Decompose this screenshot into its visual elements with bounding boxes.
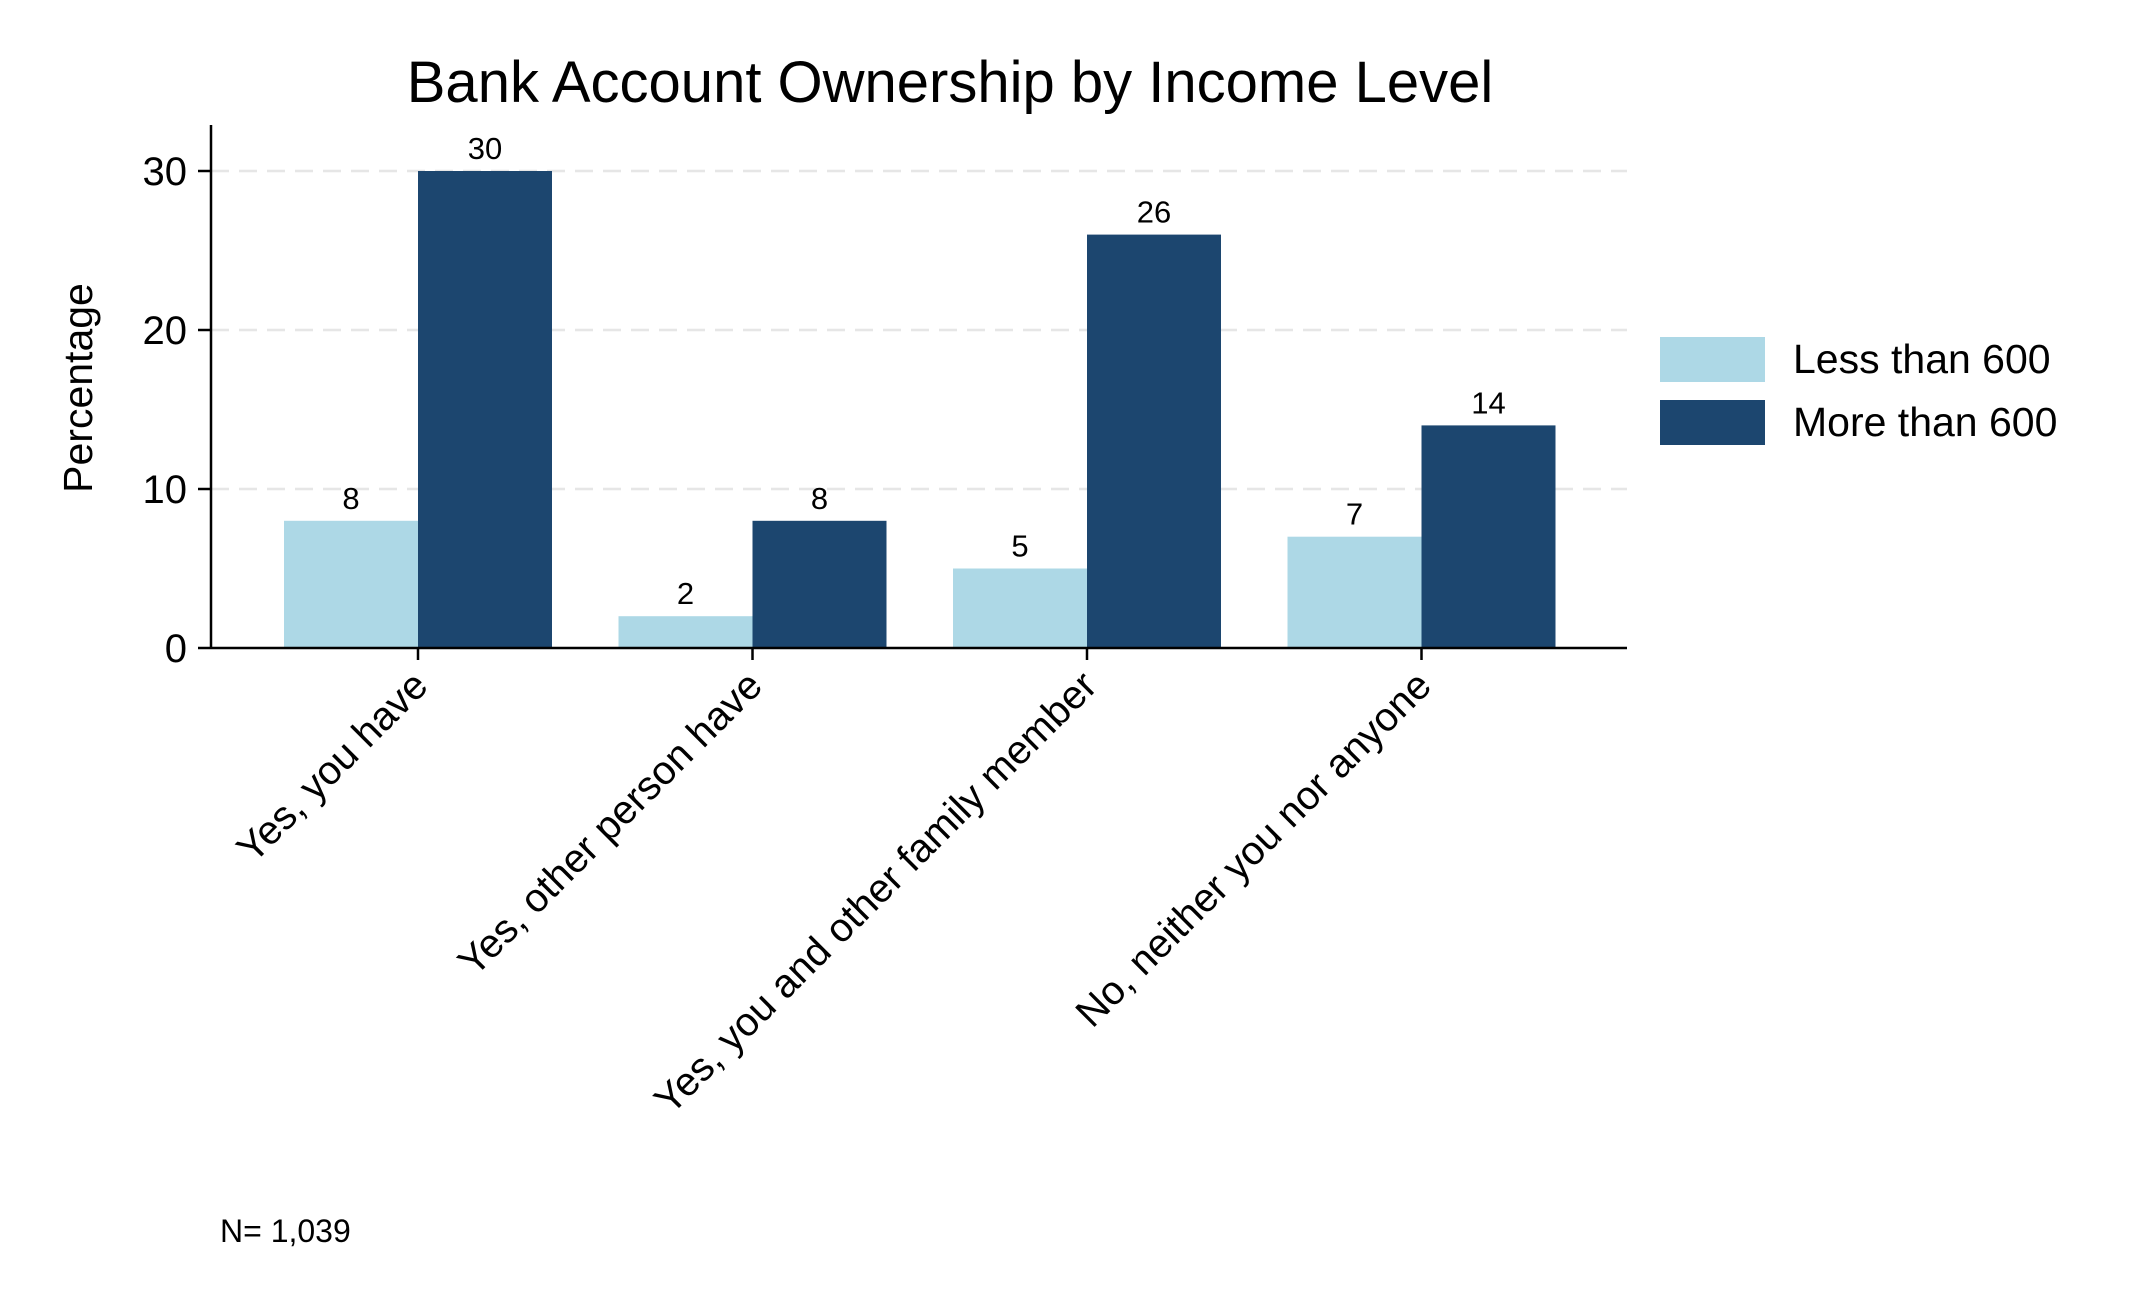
y-axis-ticks: 0 10 20 30 — [143, 150, 211, 671]
x-tick-label: Yes, other person have — [450, 663, 771, 984]
bar — [953, 568, 1087, 648]
legend: Less than 600 More than 600 — [1660, 328, 2057, 454]
y-tick-label: 0 — [165, 627, 187, 671]
legend-item-less-than-600: Less than 600 — [1660, 328, 2057, 391]
bar — [1421, 425, 1556, 648]
y-tick-label: 30 — [143, 150, 188, 194]
sample-size-note: N= 1,039 — [220, 1213, 351, 1249]
legend-label: More than 600 — [1793, 399, 2058, 445]
bar — [618, 616, 753, 648]
legend-item-more-than-600: More than 600 — [1660, 391, 2057, 454]
y-tick-label: 10 — [143, 468, 188, 512]
data-labels: 8 30 2 8 5 26 7 14 — [342, 131, 1505, 611]
data-label: 14 — [1471, 385, 1505, 420]
data-label: 2 — [677, 576, 694, 611]
chart-title: Bank Account Ownership by Income Level — [407, 50, 1493, 115]
bar — [1087, 234, 1221, 648]
legend-swatch — [1660, 337, 1765, 382]
y-tick-label: 20 — [143, 309, 188, 353]
data-label: 7 — [1346, 497, 1363, 532]
bar — [752, 520, 887, 648]
data-label: 5 — [1011, 529, 1028, 564]
x-axis-ticks: Yes, you have Yes, other person haveYes, … — [229, 648, 1440, 1123]
bar — [284, 520, 418, 648]
legend-label: Less than 600 — [1793, 336, 2051, 382]
bar — [418, 171, 552, 648]
legend-swatch — [1660, 400, 1765, 445]
y-axis-label: Percentage — [55, 283, 101, 493]
bars — [284, 171, 1556, 648]
x-tick-label: Yes, you have — [229, 663, 437, 871]
data-label: 8 — [811, 481, 828, 516]
data-label: 26 — [1137, 195, 1171, 230]
bar — [1287, 536, 1422, 648]
data-label: 30 — [468, 131, 502, 166]
x-tick-label: No, neither you nor anyone — [1068, 663, 1440, 1035]
data-label: 8 — [342, 481, 359, 516]
